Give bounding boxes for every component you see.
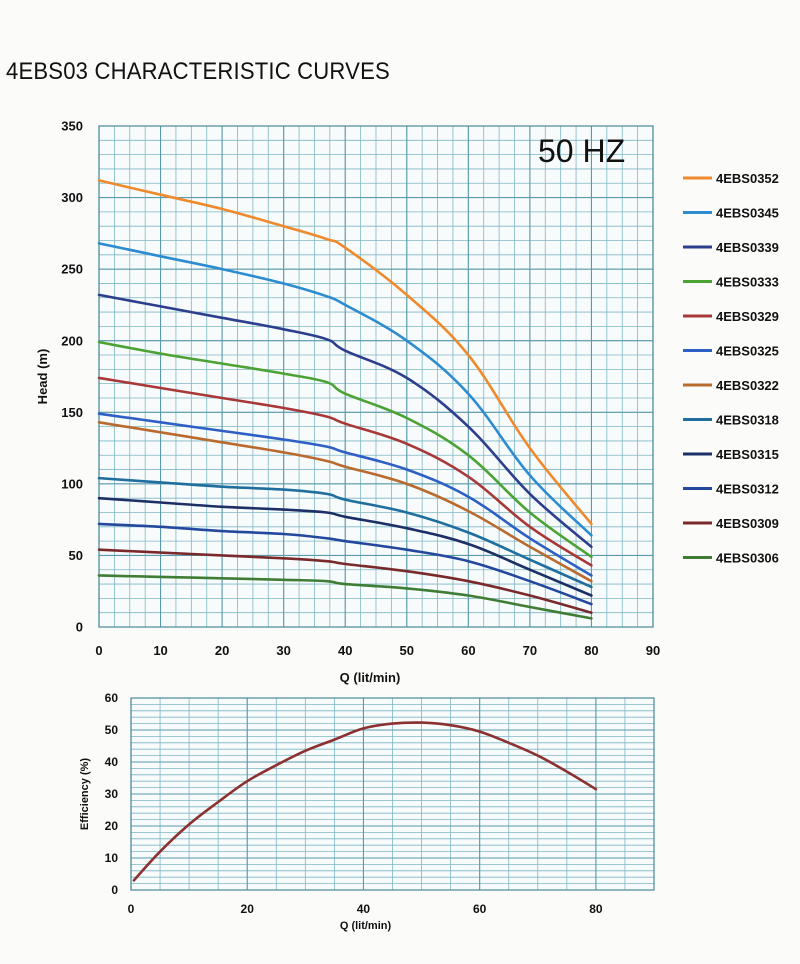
y-tick-label: 30 bbox=[105, 787, 119, 801]
plot-frame bbox=[130, 697, 655, 891]
legend-label: 4EBS0333 bbox=[716, 275, 779, 290]
series-line-4ebs0312 bbox=[97, 522, 593, 606]
x-tick-label: 40 bbox=[338, 643, 352, 658]
y-tick-label: 50 bbox=[105, 723, 119, 737]
page-title: 4EBS03 CHARACTERISTIC CURVES bbox=[6, 58, 390, 85]
series-line-4ebs0315 bbox=[97, 496, 593, 597]
x-tick-label: 30 bbox=[276, 643, 290, 658]
x-tick-label: 0 bbox=[128, 902, 135, 916]
legend-label: 4EBS0318 bbox=[716, 413, 779, 428]
legend-label: 4EBS0315 bbox=[716, 447, 779, 462]
series-line-4ebs0322 bbox=[97, 421, 593, 583]
plot-frame bbox=[98, 125, 654, 628]
x-tick-label: 40 bbox=[357, 902, 371, 916]
x-tick-label: 50 bbox=[400, 643, 414, 658]
y-tick-label: 100 bbox=[61, 476, 83, 491]
series-line-4ebs0352 bbox=[97, 179, 593, 526]
y-tick-label: 300 bbox=[61, 190, 83, 205]
efficiency-chart: 0 20 40 60 80 0 10 20 30 40 50 60 Q (lit/min) Efficie… bbox=[79, 691, 655, 932]
series-line-4ebs0345 bbox=[97, 242, 593, 537]
x-tick-label: 70 bbox=[523, 643, 537, 658]
x-axis-label: Q (lit/min) bbox=[340, 920, 392, 932]
y-tick-label: 250 bbox=[61, 262, 83, 277]
series-line-4ebs0325 bbox=[97, 412, 593, 577]
legend-label: 4EBS0309 bbox=[716, 516, 779, 531]
legend: 4EBS0352 4EBS0345 4EBS0339 4EBS0333 4EBS0329… bbox=[683, 171, 779, 566]
legend-label: 4EBS0329 bbox=[716, 309, 779, 324]
legend-label: 4EBS0312 bbox=[716, 482, 779, 497]
y-tick-label: 10 bbox=[105, 851, 119, 865]
series-line-4ebs0318 bbox=[97, 476, 593, 589]
series-line-4ebs0333 bbox=[97, 340, 593, 559]
x-axis-label: Q (lit/min) bbox=[340, 670, 401, 685]
y-tick-label: 350 bbox=[61, 119, 83, 134]
series-line-4ebs0329 bbox=[97, 376, 593, 567]
legend-label: 4EBS0322 bbox=[716, 378, 779, 393]
legend-label: 4EBS0352 bbox=[716, 171, 779, 186]
y-tick-label: 200 bbox=[61, 333, 83, 348]
x-tick-label: 80 bbox=[584, 643, 598, 658]
y-axis-label: Head (m) bbox=[35, 349, 50, 405]
x-tick-label: 20 bbox=[241, 902, 255, 916]
x-tick-label: 0 bbox=[95, 643, 102, 658]
head-chart: 0 10 20 30 40 50 60 70 80 90 0 50 100 150 200 250 300 350… bbox=[35, 119, 660, 685]
y-axis-label: Efficiency (%) bbox=[79, 758, 91, 830]
x-tick-label: 60 bbox=[461, 643, 475, 658]
frequency-label: 50 HZ bbox=[538, 133, 625, 169]
series-line-4ebs0306 bbox=[97, 574, 593, 620]
x-tick-label: 90 bbox=[646, 643, 660, 658]
y-tick-label: 50 bbox=[69, 548, 83, 563]
y-tick-label: 0 bbox=[76, 620, 83, 635]
series-line-4ebs0309 bbox=[97, 548, 593, 614]
x-tick-label: 20 bbox=[215, 643, 229, 658]
y-tick-label: 40 bbox=[105, 755, 119, 769]
legend-label: 4EBS0325 bbox=[716, 344, 779, 359]
y-tick-label: 150 bbox=[61, 405, 83, 420]
y-tick-label: 20 bbox=[105, 819, 119, 833]
x-tick-label: 10 bbox=[153, 643, 167, 658]
y-tick-label: 0 bbox=[111, 883, 118, 897]
legend-label: 4EBS0306 bbox=[716, 551, 779, 566]
x-tick-label: 80 bbox=[589, 902, 603, 916]
legend-label: 4EBS0345 bbox=[716, 206, 779, 221]
x-tick-label: 60 bbox=[473, 902, 487, 916]
grid bbox=[130, 697, 655, 891]
legend-label: 4EBS0339 bbox=[716, 240, 779, 255]
grid bbox=[98, 125, 654, 628]
series-line-4ebs0339 bbox=[97, 293, 593, 549]
y-tick-label: 60 bbox=[105, 691, 119, 705]
series-line-efficiency bbox=[132, 721, 598, 882]
